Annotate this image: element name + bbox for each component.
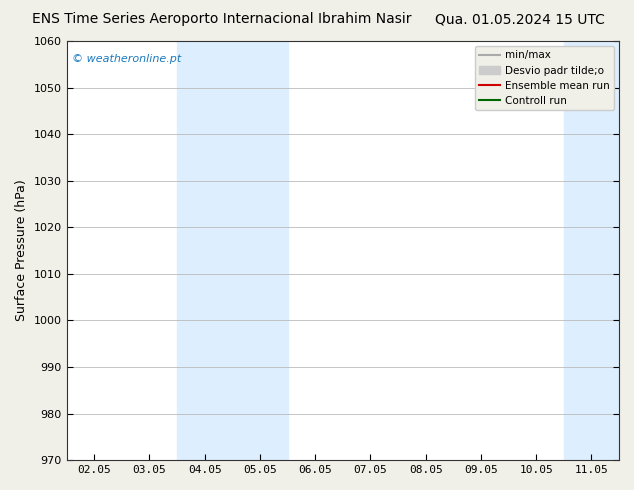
Text: © weatheronline.pt: © weatheronline.pt [72,53,181,64]
Bar [592,41,619,460]
Bar [232,41,288,460]
Bar [564,41,592,460]
Legend: min/max, Desvio padr tilde;o, Ensemble mean run, Controll run: min/max, Desvio padr tilde;o, Ensemble m… [475,46,614,110]
Y-axis label: Surface Pressure (hPa): Surface Pressure (hPa) [15,180,28,321]
Bar [177,41,232,460]
Text: Qua. 01.05.2024 15 UTC: Qua. 01.05.2024 15 UTC [435,12,605,26]
Text: ENS Time Series Aeroporto Internacional Ibrahim Nasir: ENS Time Series Aeroporto Internacional … [32,12,411,26]
